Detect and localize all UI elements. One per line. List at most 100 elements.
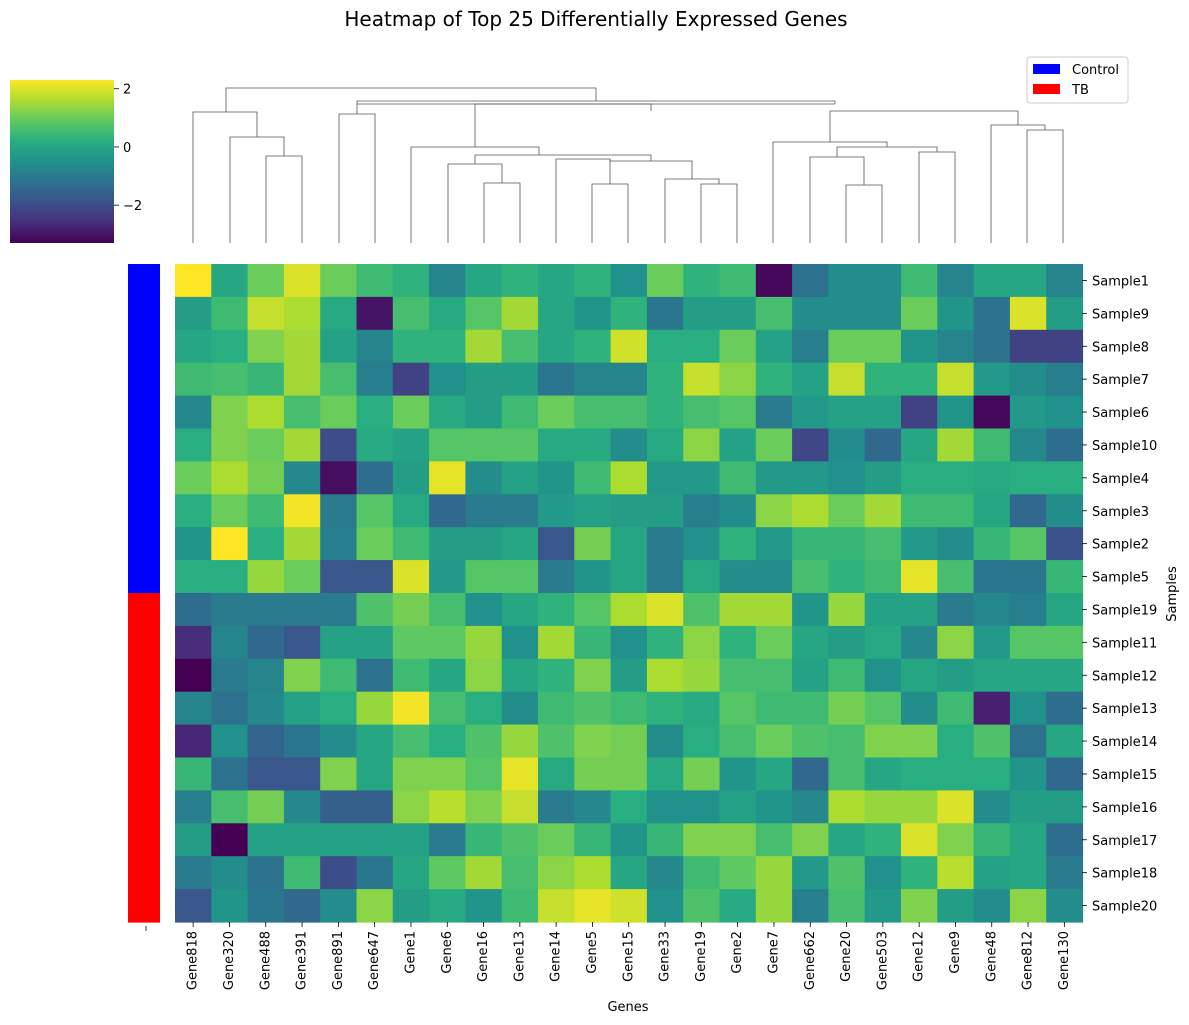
heatmap-cell <box>247 461 285 495</box>
dendrogram-branch <box>229 136 285 243</box>
heatmap-cell <box>211 395 249 430</box>
heatmap-cell <box>683 494 721 528</box>
heatmap-cell <box>828 658 866 693</box>
heatmap-cell <box>175 823 212 857</box>
heatmap-cell <box>175 889 212 923</box>
group-strip-cell <box>128 593 160 627</box>
heatmap-cell <box>501 494 539 528</box>
dendrogram-branch <box>356 100 836 104</box>
heatmap-cell <box>610 856 648 890</box>
heatmap-cell <box>646 856 684 890</box>
heatmap-cell <box>538 560 575 594</box>
heatmap-cell <box>864 527 902 561</box>
heatmap-cell <box>429 856 466 890</box>
heatmap-cell <box>1009 889 1047 923</box>
heatmap-cell <box>247 757 285 791</box>
heatmap-cell <box>538 823 575 857</box>
colorbar: −2 0 2 <box>10 80 142 243</box>
heatmap-cell <box>864 658 902 693</box>
heatmap-cell <box>828 329 866 364</box>
heatmap-cell <box>864 560 902 594</box>
heatmap-cell <box>211 593 249 627</box>
heatmap-cell <box>465 296 503 331</box>
heatmap-cell <box>283 527 321 561</box>
gene-tick-label: Gene15 <box>621 931 636 982</box>
heatmap-cell <box>247 428 285 462</box>
dendrogram-branch <box>447 163 503 243</box>
heatmap-cell <box>501 395 539 430</box>
heatmap-cell <box>392 296 430 331</box>
heatmap-cell <box>356 658 394 693</box>
heatmap-cell <box>320 658 358 693</box>
heatmap-cell <box>864 889 902 923</box>
heatmap-cell <box>247 658 285 693</box>
heatmap-cell <box>755 527 793 561</box>
heatmap-cell <box>792 823 829 857</box>
gene-tick-label: Gene48 <box>984 931 999 982</box>
sample-tick-label: Sample19 <box>1092 603 1157 618</box>
heatmap-cell <box>538 724 575 759</box>
heatmap-cell <box>320 691 358 726</box>
heatmap-cell <box>392 329 430 364</box>
heatmap-cell <box>646 494 684 528</box>
heatmap-cell <box>610 790 648 824</box>
heatmap-cell <box>792 395 829 430</box>
heatmap-cell <box>973 395 1011 430</box>
heatmap-cell <box>864 757 902 791</box>
group-strip-cell <box>128 264 160 298</box>
heatmap-cell <box>901 724 938 759</box>
heatmap-cell <box>901 856 938 890</box>
heatmap-cell <box>719 461 757 495</box>
heatmap-cell <box>211 428 249 462</box>
heatmap-cell <box>719 658 757 693</box>
heatmap-cell <box>1009 658 1047 693</box>
heatmap-cell <box>610 527 648 561</box>
heatmap-cell <box>610 264 648 298</box>
heatmap-cell <box>937 724 975 759</box>
gene-tick-label: Gene812 <box>1021 931 1036 990</box>
heatmap-cell <box>175 264 212 298</box>
heatmap-cell <box>356 790 394 824</box>
heatmap-cell <box>574 724 612 759</box>
colorbar-ticks: −2 0 2 <box>114 83 142 214</box>
heatmap-cell <box>356 889 394 923</box>
sample-group-strip <box>128 264 160 931</box>
heatmap-cell <box>538 428 575 462</box>
heatmap-cell <box>683 593 721 627</box>
heatmap-cell <box>610 593 648 627</box>
heatmap-cell <box>429 527 466 561</box>
heatmap-cell <box>792 889 829 923</box>
heatmap-cell <box>175 593 212 627</box>
heatmap-cell <box>646 264 684 298</box>
heatmap-cell <box>465 494 503 528</box>
heatmap-cell <box>392 264 430 298</box>
heatmap-cell <box>1046 757 1084 791</box>
group-strip-cell <box>128 395 160 430</box>
heatmap-cell <box>538 329 575 364</box>
colorbar-tick-label: −2 <box>123 199 142 214</box>
dendrogram-branch <box>990 124 1046 243</box>
heatmap-cell <box>1009 329 1047 364</box>
heatmap-cell <box>719 889 757 923</box>
legend-swatch-control <box>1033 64 1060 74</box>
heatmap-cell <box>538 264 575 298</box>
group-strip-cell <box>128 757 160 791</box>
heatmap-cell <box>429 593 466 627</box>
heatmap-cell <box>755 889 793 923</box>
group-strip-cell <box>128 560 160 594</box>
heatmap-cell <box>864 395 902 430</box>
heatmap-cell <box>864 625 902 660</box>
heatmap-cell <box>465 757 503 791</box>
heatmap-cell <box>683 461 721 495</box>
sample-tick-label: Sample14 <box>1092 735 1157 750</box>
heatmap-cell <box>320 527 358 561</box>
heatmap-cell <box>247 560 285 594</box>
sample-tick-label: Sample9 <box>1092 307 1149 322</box>
heatmap-cell <box>792 724 829 759</box>
gene-tick-label: Gene7 <box>766 931 781 974</box>
heatmap-cell <box>719 625 757 660</box>
heatmap-cell <box>1009 395 1047 430</box>
heatmap-cell <box>320 625 358 660</box>
group-strip-cell <box>128 461 160 495</box>
